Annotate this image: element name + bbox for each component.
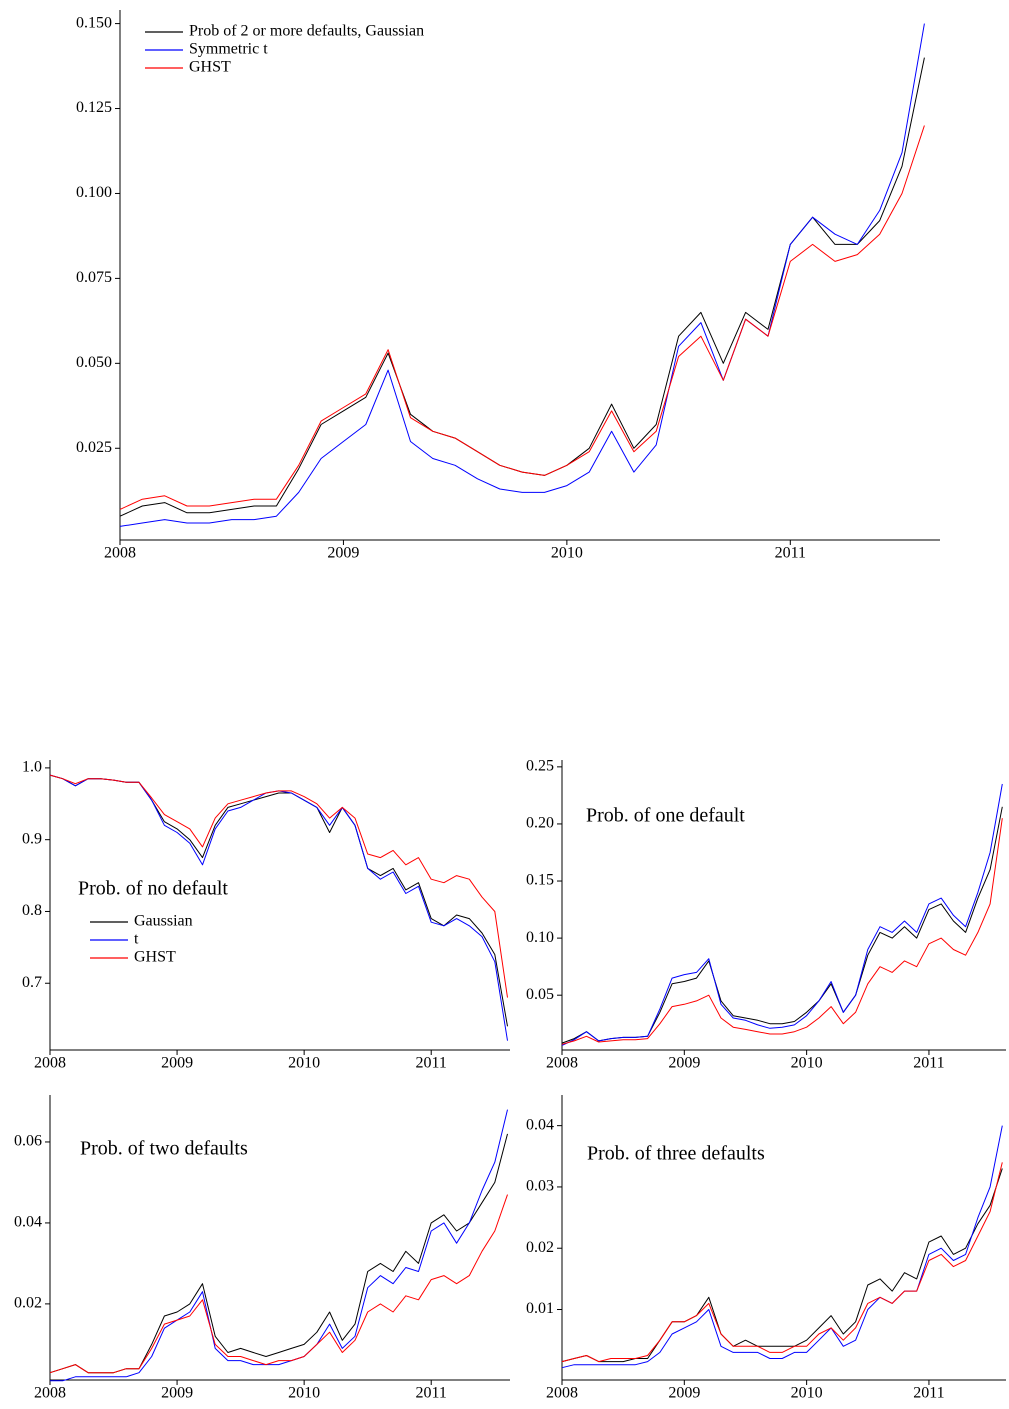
- y-tick-label: 0.025: [76, 439, 112, 456]
- legend-label: GHST: [134, 949, 176, 966]
- y-tick-label: 0.04: [14, 1214, 42, 1231]
- y-tick-label: 0.02: [14, 1295, 42, 1312]
- legend-label: Gaussian: [134, 913, 193, 930]
- x-tick-label: 2009: [161, 1385, 193, 1402]
- series-line: [119, 23, 925, 527]
- legend-label: t: [134, 931, 139, 948]
- y-tick-label: 0.150: [76, 14, 112, 31]
- annotation: Prob. of no default: [78, 878, 228, 900]
- y-tick-label: 0.8: [22, 902, 42, 919]
- x-tick-label: 2011: [913, 1055, 944, 1072]
- series-line: [561, 818, 1003, 1045]
- x-tick-label: 2010: [288, 1385, 320, 1402]
- x-tick-label: 2010: [791, 1055, 823, 1072]
- y-tick-label: 0.20: [526, 815, 554, 832]
- series-line: [561, 783, 1003, 1046]
- y-tick-label: 1.0: [22, 759, 42, 776]
- y-tick-label: 0.03: [526, 1178, 554, 1195]
- x-tick-label: 2008: [546, 1385, 578, 1402]
- y-tick-label: 0.075: [76, 269, 112, 286]
- x-tick-label: 2011: [416, 1055, 447, 1072]
- x-tick-label: 2008: [34, 1385, 66, 1402]
- series-line: [561, 806, 1003, 1044]
- y-tick-label: 0.9: [22, 830, 42, 847]
- y-tick-label: 0.15: [526, 872, 554, 889]
- series-line: [49, 1133, 508, 1374]
- series-line: [49, 774, 508, 1041]
- y-tick-label: 0.02: [526, 1239, 554, 1256]
- series-line: [49, 774, 508, 998]
- series-line: [561, 1162, 1003, 1363]
- x-tick-label: 2008: [546, 1055, 578, 1072]
- y-tick-label: 0.01: [526, 1300, 554, 1317]
- legend-label: GHST: [189, 59, 231, 76]
- y-tick-label: 0.05: [526, 986, 554, 1003]
- legend-label: Prob of 2 or more defaults, Gaussian: [189, 23, 424, 40]
- y-tick-label: 0.050: [76, 354, 112, 371]
- series-line: [561, 1168, 1003, 1363]
- y-tick-label: 0.7: [22, 974, 42, 991]
- x-tick-label: 2011: [775, 545, 806, 562]
- x-tick-label: 2009: [161, 1055, 193, 1072]
- x-tick-label: 2008: [104, 545, 136, 562]
- x-tick-label: 2010: [551, 545, 583, 562]
- legend-label: Symmetric t: [189, 41, 268, 58]
- annotation: Prob. of three defaults: [587, 1143, 765, 1165]
- series-line: [49, 774, 508, 1027]
- x-tick-label: 2011: [416, 1385, 447, 1402]
- series-line: [561, 1125, 1003, 1369]
- y-tick-label: 0.10: [526, 929, 554, 946]
- x-tick-label: 2008: [34, 1055, 66, 1072]
- series-line: [119, 125, 925, 510]
- series-line: [49, 1194, 508, 1374]
- y-tick-label: 0.125: [76, 99, 112, 116]
- x-tick-label: 2009: [327, 545, 359, 562]
- x-tick-label: 2009: [668, 1055, 700, 1072]
- annotation: Prob. of one default: [586, 805, 745, 827]
- series-line: [119, 57, 925, 517]
- series-line: [50, 1109, 508, 1382]
- x-tick-label: 2009: [668, 1385, 700, 1402]
- y-tick-label: 0.100: [76, 184, 112, 201]
- x-tick-label: 2011: [913, 1385, 944, 1402]
- y-tick-label: 0.25: [526, 758, 554, 775]
- y-tick-label: 0.04: [526, 1116, 554, 1133]
- annotation: Prob. of two defaults: [80, 1138, 248, 1160]
- x-tick-label: 2010: [288, 1055, 320, 1072]
- x-tick-label: 2010: [791, 1385, 823, 1402]
- y-tick-label: 0.06: [14, 1133, 42, 1150]
